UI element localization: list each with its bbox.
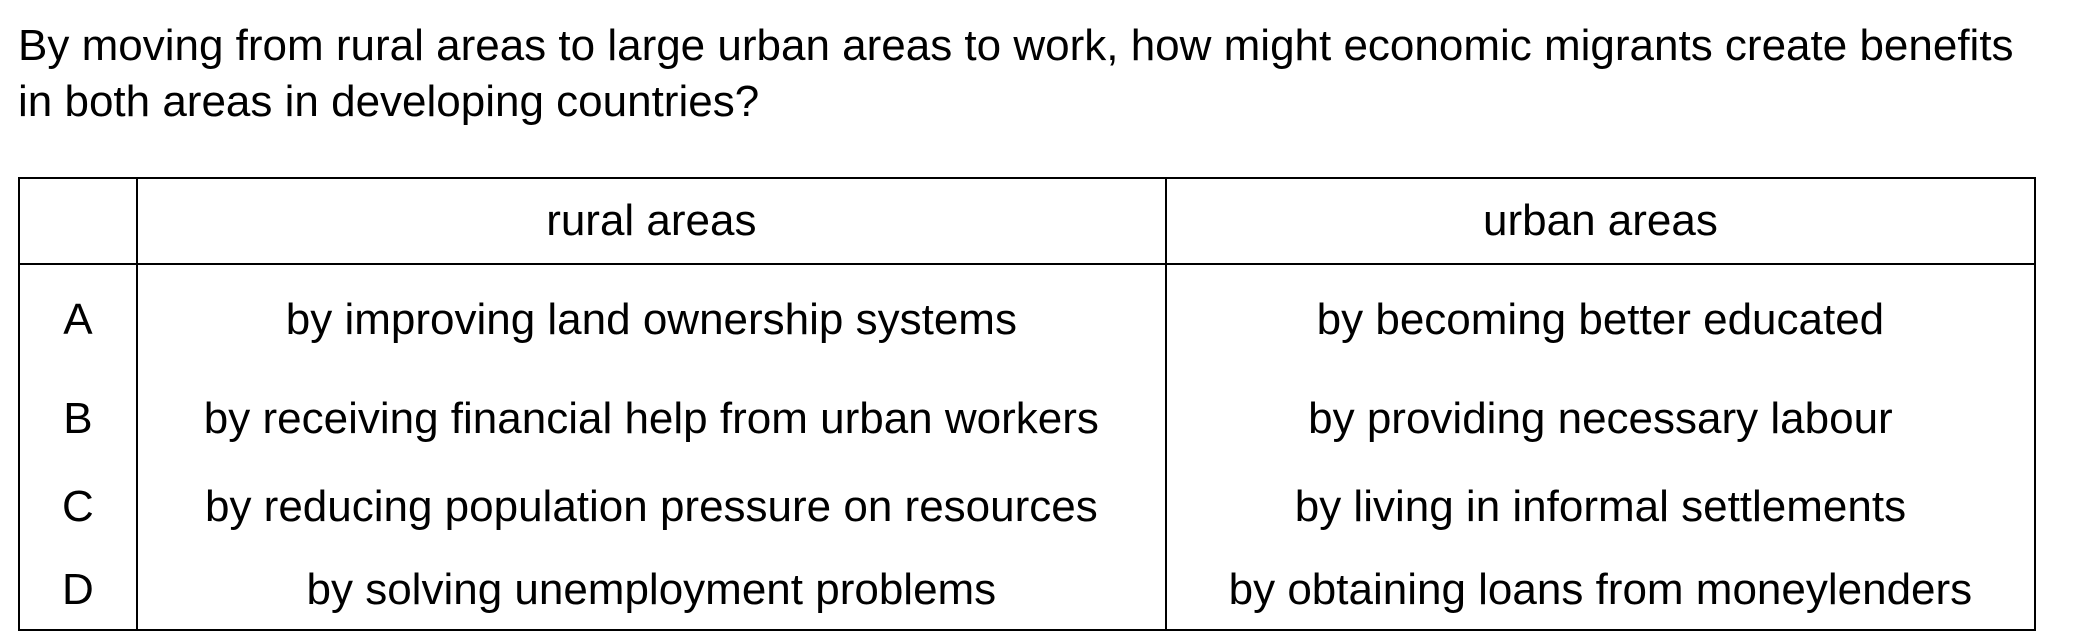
option-row-d: D by solving unemployment problems by ob…: [18, 551, 2037, 631]
rural-benefit-cell: by improving land ownership systems: [135, 264, 1167, 375]
header-rural-areas: rural areas: [135, 177, 1167, 265]
option-letter: A: [18, 264, 138, 375]
urban-benefit-cell: by obtaining loans from moneylenders: [1164, 551, 2037, 631]
option-letter: C: [18, 463, 138, 551]
option-letter: D: [18, 551, 138, 631]
urban-benefit-cell: by providing necessary labour: [1164, 375, 2037, 463]
option-row-c: C by reducing population pressure on res…: [18, 463, 2037, 551]
urban-benefit-cell: by living in informal settlements: [1164, 463, 2037, 551]
header-urban-areas: urban areas: [1164, 177, 2037, 265]
option-row-a: A by improving land ownership systems by…: [18, 264, 2037, 375]
question-text: By moving from rural areas to large urba…: [18, 21, 2014, 126]
header-letter-cell: [18, 177, 138, 265]
rural-benefit-cell: by receiving financial help from urban w…: [135, 375, 1167, 463]
answer-options-table: rural areas urban areas A by improving l…: [18, 177, 2037, 631]
table-header-row: rural areas urban areas: [18, 177, 2037, 265]
urban-benefit-cell: by becoming better educated: [1164, 264, 2037, 375]
option-row-b: B by receiving financial help from urban…: [18, 375, 2037, 463]
rural-benefit-cell: by solving unemployment problems: [135, 551, 1167, 631]
rural-benefit-cell: by reducing population pressure on resou…: [135, 463, 1167, 551]
option-letter: B: [18, 375, 138, 463]
